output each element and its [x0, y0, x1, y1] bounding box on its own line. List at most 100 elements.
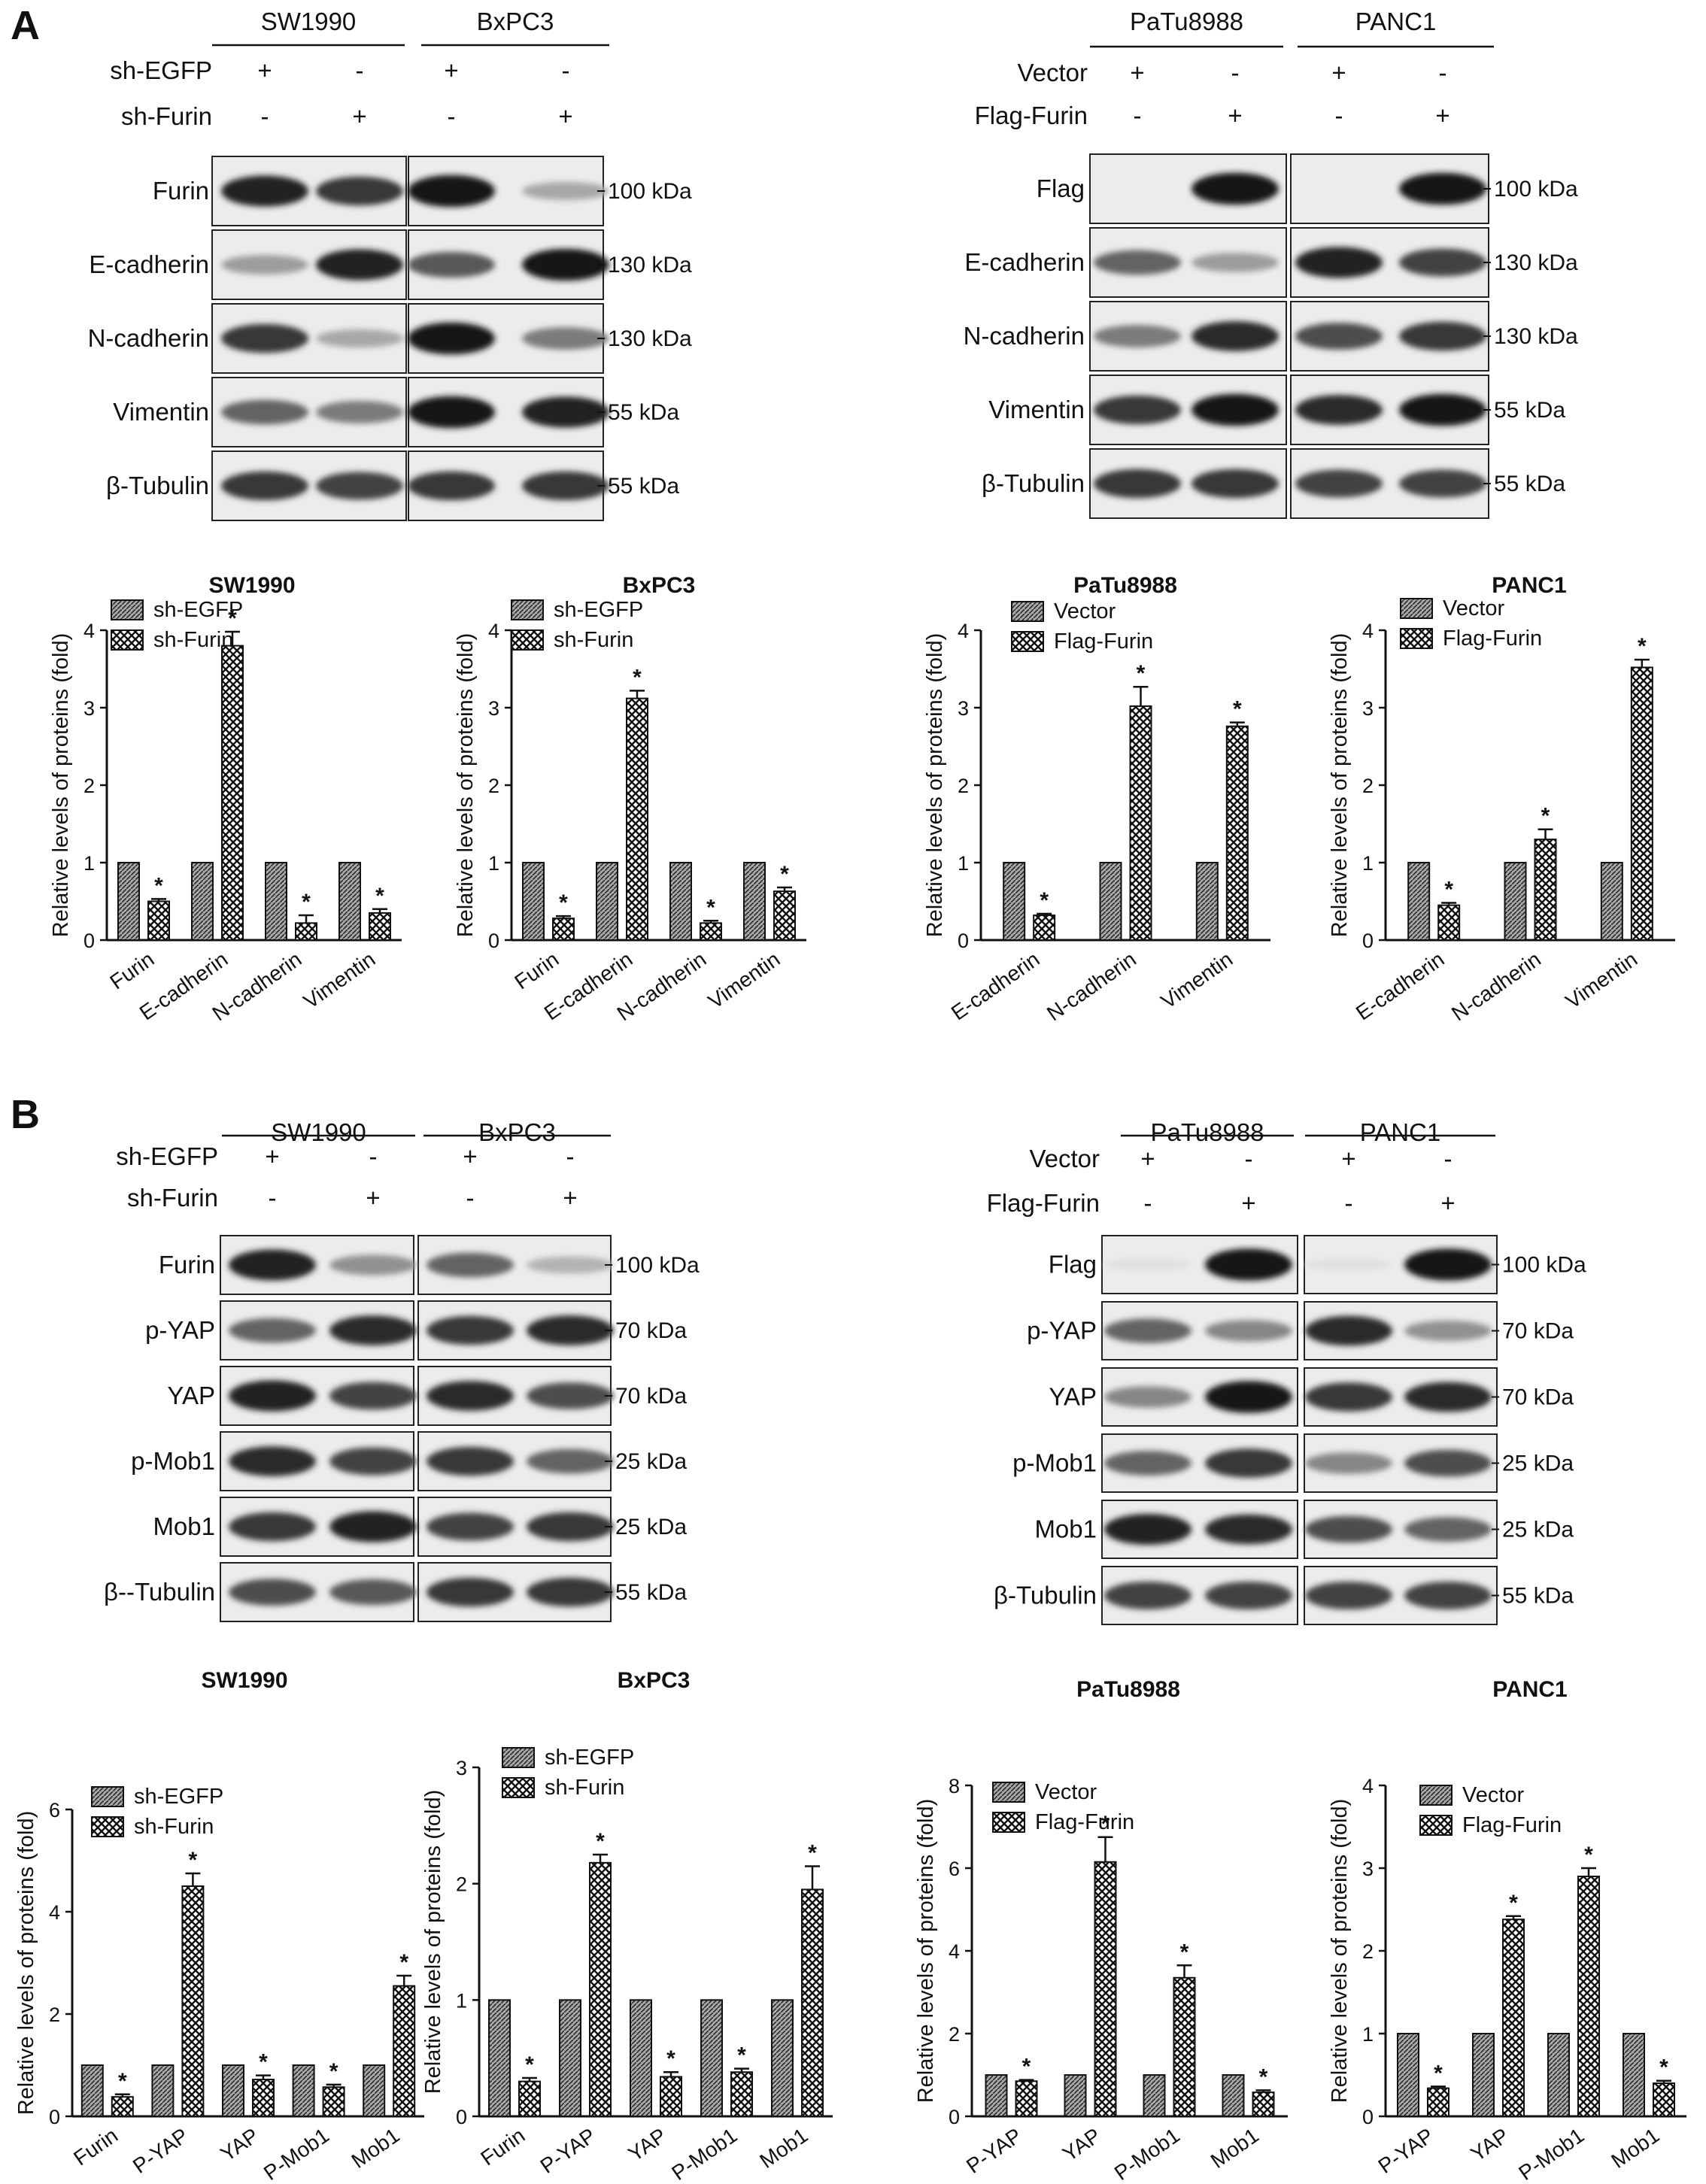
blot-band	[1399, 469, 1486, 498]
category-label-yap: YAP	[1466, 2124, 1513, 2166]
bar-sh-furin-e-cadherin	[626, 697, 648, 941]
significance-star: *	[666, 2046, 675, 2071]
category-label-yap: YAP	[1058, 2124, 1105, 2166]
category-label-furin: Furin	[476, 2124, 529, 2170]
blot-band	[1295, 469, 1383, 498]
category-label-furin: Furin	[105, 948, 158, 994]
category-label-vimentin: Vimentin	[704, 948, 785, 1014]
western-blot-a-left: SW1990 BxPC3 sh-EGFP + - + - sh-Furin - + - + Furin 1…	[88, 8, 692, 521]
condition-label-flag-furin: Flag-Furin	[987, 1189, 1100, 1217]
blot-row-label-n-cadherin: N-cadherin	[964, 322, 1085, 350]
bar-chart-b-panc1: PANC1 0 1 2 3 4 Relative levels of proteins (f…	[1328, 1677, 1686, 2184]
category-label-n-cadherin: N-cadherin	[1447, 948, 1545, 1026]
bar-vector-p-yap	[985, 2074, 1008, 2117]
bar-sh-furin-mob1	[393, 1985, 416, 2118]
blot-band	[408, 251, 495, 278]
bar-sh-furin-n-cadherin	[295, 922, 317, 941]
panel-label-b: B	[11, 1092, 40, 1137]
blot-band	[522, 327, 609, 350]
blot-band	[1205, 1248, 1292, 1281]
legend-label-sh-egfp: sh-EGFP	[134, 1785, 223, 1809]
molecular-weight-marker: 130 kDa	[1494, 250, 1578, 275]
y-axis-label: Relative levels of proteins (fold)	[14, 1811, 38, 2116]
significance-star: *	[596, 1829, 605, 1854]
western-blot-b-right: PaTu8988 PANC1 Vector + - + - Flag-Furin - + - + Fla…	[987, 1118, 1586, 1625]
blot-band	[527, 1315, 614, 1345]
significance-star: *	[525, 2052, 534, 2077]
legend-swatch-flag-furin	[992, 1812, 1025, 1833]
blot-band	[1399, 172, 1486, 205]
bar-vector-p-yap	[1397, 2033, 1419, 2117]
blot-band	[426, 1315, 514, 1345]
bar-chart-a-patu8988: PaTu8988 0 1 2 3 4 Relative levels of proteins…	[923, 573, 1270, 1025]
category-label-e-cadherin: E-cadherin	[947, 948, 1044, 1025]
condition-sign: -	[466, 1184, 475, 1212]
significance-star: *	[1509, 1891, 1518, 1916]
chart-title: PaTu8988	[1073, 573, 1177, 598]
molecular-weight-marker: 70 kDa	[615, 1318, 687, 1343]
blot-band	[329, 1315, 417, 1345]
y-tick-label: 0	[83, 930, 95, 952]
blot-band	[316, 176, 403, 206]
molecular-weight-marker: 70 kDa	[1502, 1319, 1574, 1344]
condition-label-sh-egfp: sh-EGFP	[116, 1142, 218, 1170]
blot-band	[426, 1446, 514, 1476]
condition-sign: -	[1345, 1189, 1353, 1217]
condition-sign: +	[1435, 102, 1449, 129]
y-tick-label: 2	[1362, 1940, 1374, 1963]
bar-sh-furin-n-cadherin	[700, 922, 722, 941]
blot-band	[1404, 1248, 1492, 1281]
category-label-p-yap: P-YAP	[1374, 2124, 1438, 2178]
chart-title: BxPC3	[623, 573, 696, 598]
chart-title: PANC1	[1492, 1677, 1567, 1702]
bar-vector-mob1	[1222, 2074, 1245, 2117]
legend-label-flag-furin: Flag-Furin	[1035, 1810, 1134, 1834]
legend-label-sh-egfp: sh-EGFP	[153, 598, 243, 622]
bar-flag-furin-p-yap	[1427, 2087, 1449, 2118]
y-tick-label: 0	[1362, 2106, 1374, 2128]
bar-vector-n-cadherin	[1099, 862, 1122, 941]
category-label-p-yap: P-YAP	[962, 2124, 1026, 2178]
blot-row-label-p-yap: p-YAP	[145, 1316, 215, 1344]
molecular-weight-marker: 25 kDa	[615, 1449, 687, 1474]
category-label-p-yap: P-YAP	[536, 2124, 600, 2178]
significance-star: *	[189, 1848, 198, 1873]
blot-band	[527, 1448, 614, 1474]
legend-swatch-sh-egfp	[111, 599, 144, 620]
y-tick-label: 1	[456, 1989, 467, 2012]
blot-row-label-p-mob1: p-Mob1	[1012, 1449, 1097, 1477]
y-tick-label: 1	[1362, 852, 1374, 875]
panel-label-a: A	[11, 3, 40, 48]
significance-star: *	[706, 895, 715, 920]
significance-star: *	[1444, 878, 1453, 902]
blot-band	[522, 471, 609, 501]
bar-vector-e-cadherin	[1003, 862, 1026, 941]
y-axis-label: Relative levels of proteins (fold)	[421, 1790, 445, 2095]
category-label-p-mob1: P-Mob1	[1514, 2124, 1588, 2184]
blot-band	[1305, 1257, 1392, 1272]
significance-star: *	[1638, 634, 1647, 659]
condition-sign: +	[1228, 102, 1242, 129]
condition-sign: +	[366, 1184, 380, 1212]
blot-band	[426, 1252, 514, 1278]
blot-band	[1305, 1582, 1392, 1609]
legend-swatch-vector	[1419, 1785, 1453, 1806]
bar-sh-egfp-p-yap	[151, 2064, 175, 2117]
y-tick-label: 4	[83, 620, 95, 642]
condition-sign: +	[352, 102, 366, 130]
molecular-weight-marker: 100 kDa	[615, 1253, 700, 1278]
blot-band	[1205, 1381, 1292, 1413]
category-label-vimentin: Vimentin	[1157, 948, 1237, 1014]
blot-band	[408, 174, 495, 208]
significance-star: *	[259, 2050, 268, 2075]
condition-sign: -	[1144, 1189, 1152, 1217]
blot-band	[329, 1447, 417, 1476]
legend-label-flag-furin: Flag-Furin	[1443, 626, 1542, 651]
blot-band	[527, 1382, 614, 1409]
blot-band	[221, 399, 308, 425]
bar-flag-furin-e-cadherin	[1437, 904, 1461, 942]
y-tick-label: 2	[1362, 775, 1374, 797]
condition-sign: +	[1140, 1145, 1155, 1172]
category-label-p-mob1: P-Mob1	[667, 2124, 741, 2184]
y-tick-label: 2	[49, 2004, 60, 2026]
